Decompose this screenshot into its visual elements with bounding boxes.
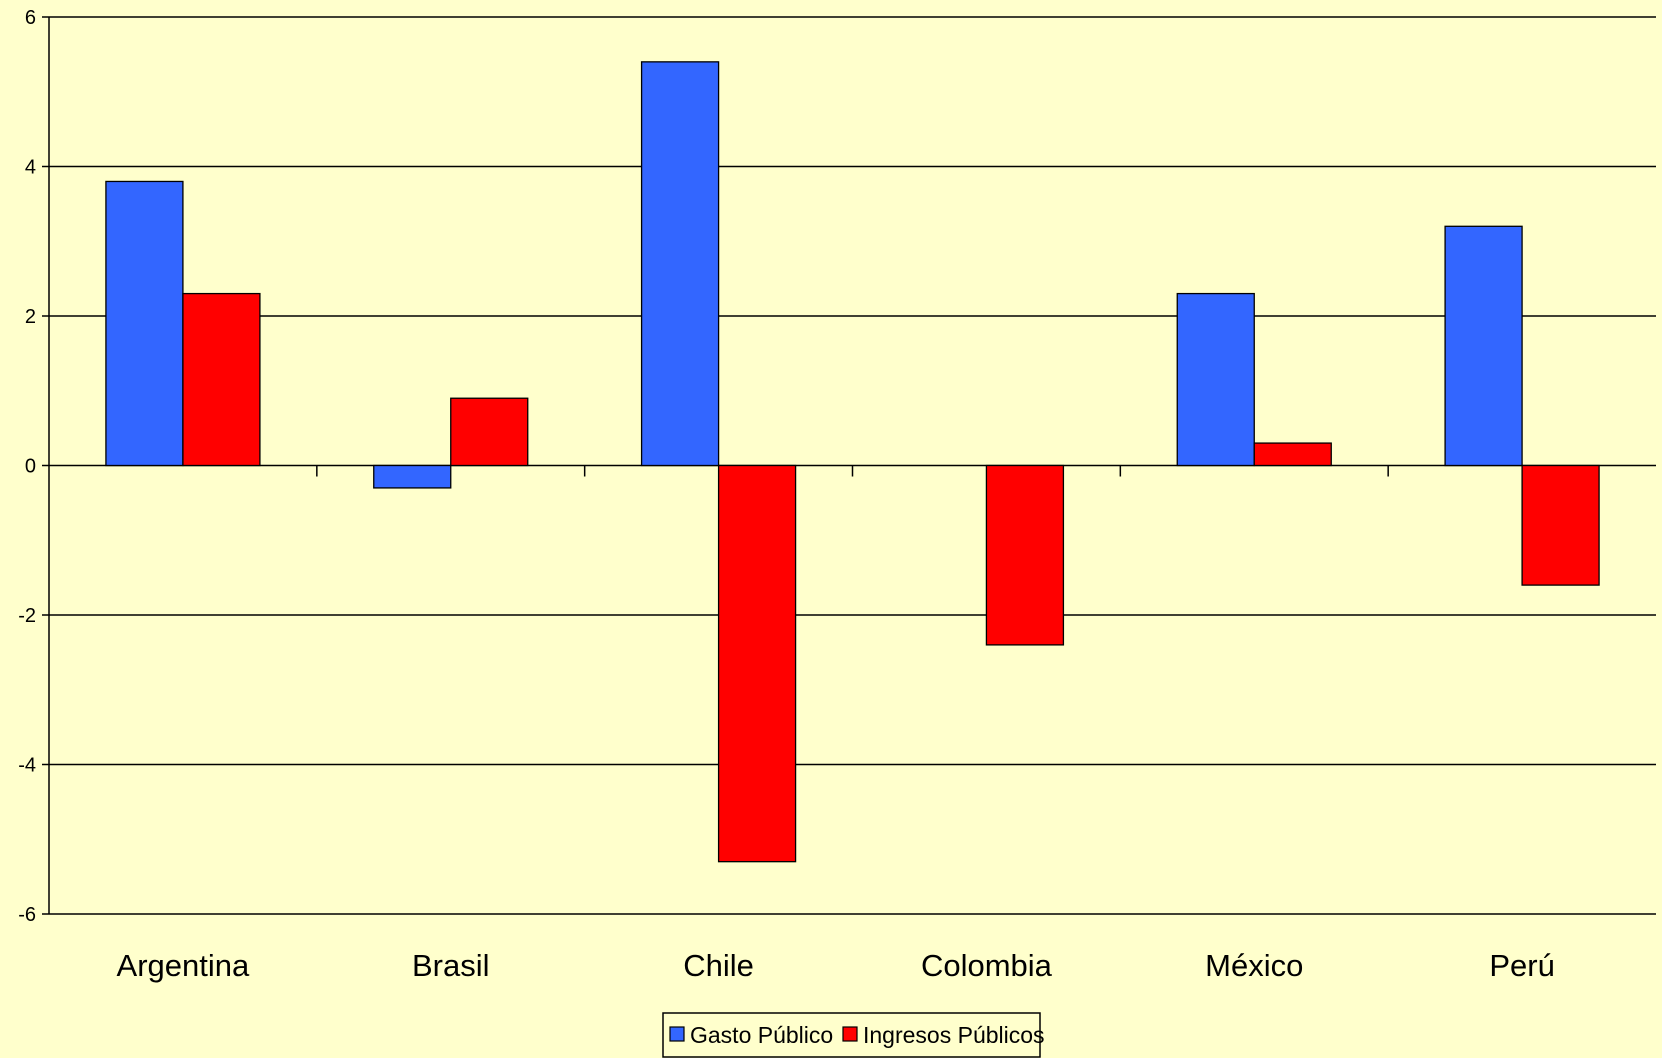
y-tick-label: 2	[25, 306, 36, 328]
x-axis-category-labels: Argentina Brasil Chile Colombia México Perú	[117, 948, 1555, 983]
legend-swatch	[669, 1026, 685, 1042]
bar-perú-ingresos	[1521, 464, 1600, 586]
bar-chile-ingresos	[717, 464, 797, 863]
x-category-label: Argentina	[117, 948, 250, 983]
axes	[42, 16, 1656, 915]
legend-swatch	[842, 1026, 858, 1042]
legend-label: Ingresos Públicos	[863, 1022, 1045, 1048]
y-tick-label: 4	[25, 157, 36, 179]
x-category-label: Perú	[1489, 948, 1554, 983]
legend: Gasto Público Ingresos Públicos	[662, 1012, 1045, 1058]
bar-chile-gasto	[640, 61, 720, 467]
y-axis-tick-labels: 6 4 2 0 -2 -4 -6	[18, 7, 36, 926]
gridlines	[49, 16, 1656, 766]
bars	[105, 61, 1600, 863]
bar-méxico-ingresos	[1253, 442, 1332, 467]
bar-brasil-ingresos	[450, 397, 529, 467]
bar-colombia-ingresos	[985, 464, 1065, 646]
legend-label: Gasto Público	[690, 1022, 833, 1048]
bar-brasil-gasto	[373, 464, 452, 489]
x-category-label: México	[1205, 948, 1303, 983]
bar-argentina-ingresos	[182, 292, 261, 467]
y-tick-label: 0	[25, 456, 36, 478]
x-category-label: Brasil	[412, 948, 490, 983]
x-category-label: Colombia	[921, 948, 1053, 983]
bar-méxico-gasto	[1176, 292, 1255, 467]
bar-perú-gasto	[1444, 225, 1523, 467]
y-tick-label: -4	[18, 755, 36, 777]
y-tick-label: -2	[18, 605, 36, 627]
x-category-label: Chile	[683, 948, 754, 983]
bar-argentina-gasto	[105, 180, 184, 467]
y-tick-label: -6	[18, 904, 36, 926]
y-tick-label: 6	[25, 7, 36, 29]
